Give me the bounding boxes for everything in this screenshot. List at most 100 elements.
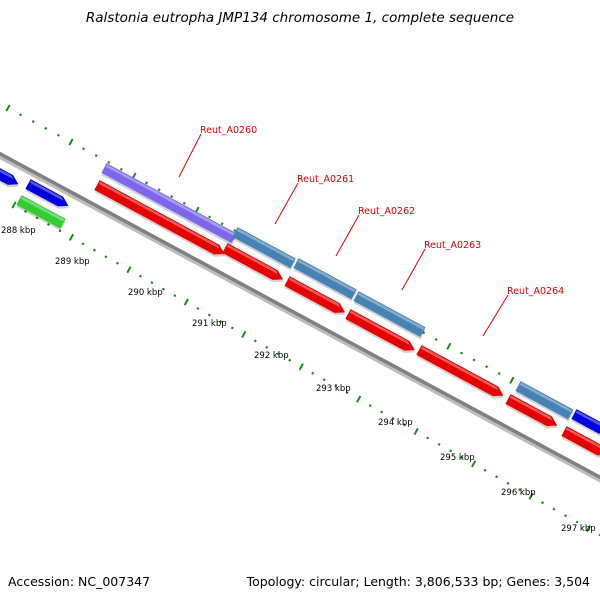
inner-tick <box>403 423 407 427</box>
ruler-label: 292 kbp <box>254 351 289 361</box>
inner-tick <box>276 352 280 356</box>
inner-tick <box>104 255 108 259</box>
inner-tick <box>483 468 487 472</box>
outer-tick <box>497 372 501 376</box>
inner-tick <box>150 281 154 285</box>
inner-tick <box>356 395 362 403</box>
outer-tick <box>82 147 86 151</box>
outer-tick <box>19 113 23 117</box>
outer-tick <box>107 160 111 164</box>
outer-tick <box>44 126 48 130</box>
inner-tick <box>11 201 17 209</box>
gene-feature-blue <box>0 165 19 188</box>
outer-tick <box>94 154 98 158</box>
inner-tick <box>437 442 441 446</box>
callout-leader <box>335 214 360 257</box>
gene-label: Reut_A0262 <box>358 206 415 217</box>
gene-feature-red <box>222 243 284 283</box>
outer-tick <box>485 365 489 369</box>
outer-tick <box>459 351 463 355</box>
inner-tick <box>219 319 223 323</box>
gene-feature-green <box>16 195 66 231</box>
inner-tick <box>541 501 545 505</box>
inner-tick <box>334 384 338 388</box>
ruler-label: 297 kbp <box>561 524 596 534</box>
inner-tick <box>322 378 326 382</box>
gene-feature-red <box>345 309 415 353</box>
outer-tick <box>145 181 149 185</box>
ruler-label: 295 kbp <box>440 453 475 463</box>
gene-feature-steel <box>232 227 296 271</box>
inner-tick <box>196 307 200 311</box>
inner-tick <box>241 330 247 338</box>
gene-feature-red <box>94 180 225 257</box>
inner-tick <box>161 287 165 291</box>
callout-leader <box>401 248 426 291</box>
inner-tick <box>58 229 62 233</box>
gene-feature-steel <box>515 381 574 422</box>
accession-text: Accession: NC_007347 <box>8 574 150 589</box>
outer-tick <box>446 342 452 350</box>
inner-tick <box>564 514 568 518</box>
inner-tick <box>230 326 234 330</box>
ruler-label: 293 kbp <box>316 384 351 394</box>
outer-tick <box>233 229 237 233</box>
inner-tick <box>207 313 211 317</box>
gene-feature-red <box>416 345 504 399</box>
gene-feature-red <box>561 426 600 458</box>
summary-text: Topology: circular; Length: 3,806,533 bp… <box>246 574 590 589</box>
inner-tick <box>471 460 477 468</box>
inner-tick <box>506 481 510 485</box>
gene-label: Reut_A0260 <box>200 125 257 136</box>
inner-tick <box>391 417 395 421</box>
inner-tick <box>92 248 96 252</box>
ruler-label: 296 kbp <box>501 488 536 498</box>
inner-tick <box>380 410 384 414</box>
inner-tick <box>126 266 132 274</box>
ruler-label: 289 kbp <box>55 257 90 267</box>
outer-tick <box>422 331 426 335</box>
outer-tick <box>68 138 74 146</box>
ruler-label: 288 kbp <box>1 226 36 236</box>
gene-label: Reut_A0261 <box>297 174 354 185</box>
gene-feature-steel <box>293 258 357 302</box>
inner-tick <box>173 294 177 298</box>
outer-tick <box>5 104 11 112</box>
backbone-track <box>0 151 600 483</box>
inner-tick <box>46 222 50 226</box>
inner-tick <box>426 436 430 440</box>
outer-tick <box>31 120 35 124</box>
gene-label: Reut_A0264 <box>507 286 564 297</box>
callout-leader <box>274 182 299 225</box>
inner-tick <box>495 475 499 479</box>
inner-tick <box>311 371 315 375</box>
outer-tick <box>157 188 161 192</box>
inner-tick <box>183 298 189 306</box>
gene-feature-blue <box>25 179 69 209</box>
outer-tick <box>434 337 438 341</box>
inner-tick <box>449 449 453 453</box>
inner-tick <box>68 233 74 241</box>
inner-tick <box>585 524 592 533</box>
outer-tick <box>220 222 224 226</box>
inner-tick-track <box>11 201 600 537</box>
outer-tick <box>119 167 123 171</box>
gene-feature-red <box>284 276 346 316</box>
inner-tick <box>368 404 372 408</box>
ruler-label: 294 kbp <box>378 418 413 428</box>
gene-feature-steel <box>353 291 426 340</box>
inner-tick <box>81 242 85 246</box>
feature-track <box>0 163 600 458</box>
inner-tick <box>413 427 419 436</box>
gene-label: Reut_A0263 <box>424 240 481 251</box>
outer-tick <box>182 201 186 205</box>
inner-tick <box>575 520 579 524</box>
inner-tick <box>518 488 522 492</box>
gene-feature-purple <box>101 163 237 246</box>
outer-tick <box>56 133 60 137</box>
inner-tick <box>288 358 292 362</box>
gene-feature-red <box>505 394 558 429</box>
inner-tick <box>265 345 269 349</box>
inner-tick <box>138 274 142 278</box>
